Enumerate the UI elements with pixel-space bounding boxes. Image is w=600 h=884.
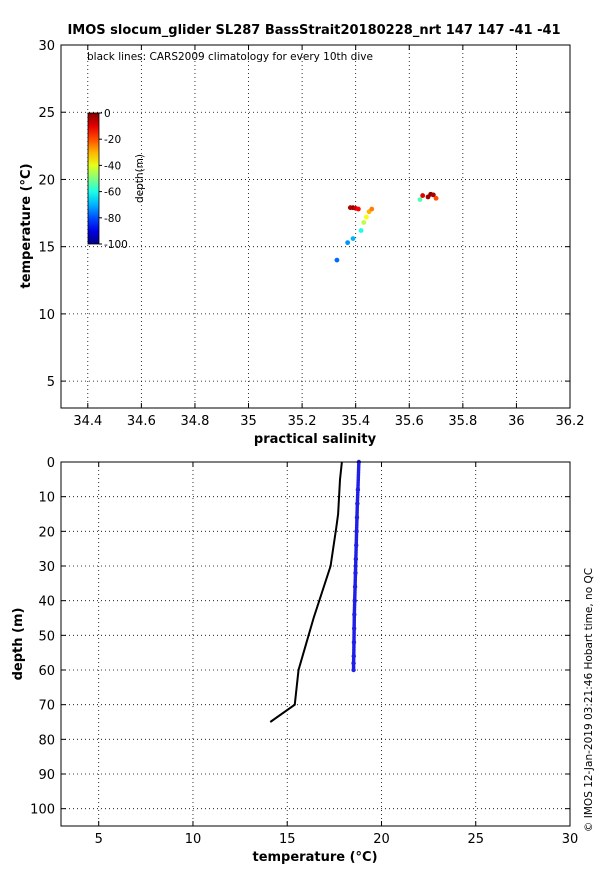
profile-y-tick-label: 90 xyxy=(38,768,55,783)
profile-point xyxy=(351,640,357,645)
ts-point xyxy=(420,193,426,198)
ts-x-tick-label: 36 xyxy=(508,414,525,429)
profile-y-tick-label: 60 xyxy=(38,664,55,679)
colorbar-gradient xyxy=(87,112,100,245)
ts-annotation: black lines: CARS2009 climatology for ev… xyxy=(87,51,373,63)
profile-point xyxy=(355,501,360,506)
profile-x-axis-label: temperature (°C) xyxy=(252,850,377,865)
ts-point xyxy=(369,206,375,212)
ts-point xyxy=(358,228,364,233)
climatology-line xyxy=(269,461,343,723)
profile-point xyxy=(355,487,361,492)
colorbar-tick-label: 0 xyxy=(104,108,111,120)
profile-x-tick-label: 15 xyxy=(279,832,296,847)
colorbar-tick-label: -80 xyxy=(104,213,121,225)
colorbar-label: depth(m) xyxy=(134,154,146,203)
ts-x-axis-label: practical salinity xyxy=(254,432,377,447)
profile-ticks: 5 10 15 20 25 30 0 10 20 30 40 50 60 70 80 90 100 xyxy=(30,456,578,847)
ts-point xyxy=(430,192,436,198)
profile-point xyxy=(351,660,356,666)
ts-scatter-points xyxy=(334,191,439,263)
glider-profile-trace xyxy=(351,460,361,672)
profile-y-tick-label: 0 xyxy=(47,456,55,471)
profile-point xyxy=(351,653,356,659)
ts-point xyxy=(361,220,367,225)
ts-point xyxy=(433,195,439,201)
profile-x-tick-label: 10 xyxy=(185,832,202,847)
ts-y-tick-label: 5 xyxy=(47,375,55,390)
ts-y-tick-label: 15 xyxy=(38,241,55,256)
ts-x-tick-label: 34.6 xyxy=(127,414,156,429)
depth-colorbar: 0 -20 -40 -60 -80 -100 depth(m) xyxy=(87,108,146,251)
ts-point xyxy=(350,236,356,242)
profile-point xyxy=(352,612,357,617)
colorbar-tick-label: -100 xyxy=(104,239,128,251)
ts-point xyxy=(364,214,369,220)
ts-point xyxy=(334,257,340,263)
profile-point xyxy=(353,556,359,562)
profile-point xyxy=(351,667,356,673)
ts-y-tick-label: 25 xyxy=(38,106,55,121)
profile-y-tick-label: 50 xyxy=(38,629,55,644)
profile-point xyxy=(354,515,360,520)
profile-point xyxy=(351,626,357,631)
profile-y-tick-label: 80 xyxy=(38,733,55,748)
ts-point xyxy=(355,206,361,212)
ts-x-tick-label: 34.8 xyxy=(180,414,209,429)
profile-point xyxy=(354,543,359,548)
ts-plot-area xyxy=(61,45,570,408)
profile-plot-area xyxy=(61,462,570,826)
profile-x-tick-label: 25 xyxy=(467,832,484,847)
profile-x-tick-label: 20 xyxy=(373,832,390,847)
profile-y-tick-label: 10 xyxy=(38,491,55,506)
ts-x-tick-label: 35.8 xyxy=(448,414,477,429)
chart-title: IMOS slocum_glider SL287 BassStrait20180… xyxy=(67,23,560,38)
profile-y-tick-label: 70 xyxy=(38,699,55,714)
profile-axes-frame xyxy=(60,461,571,827)
ts-y-axis-label: temperature (°C) xyxy=(19,163,34,288)
ts-x-tick-label: 34.4 xyxy=(73,414,102,429)
ts-y-tick-label: 30 xyxy=(38,39,55,54)
ts-y-tick-label: 20 xyxy=(38,173,55,188)
profile-series xyxy=(269,459,362,723)
profile-y-tick-label: 20 xyxy=(38,525,55,540)
ts-x-tick-label: 35 xyxy=(240,414,257,429)
profile-point xyxy=(352,584,358,589)
ts-point xyxy=(345,240,351,246)
profile-y-tick-label: 30 xyxy=(38,560,55,575)
profile-point xyxy=(352,598,357,603)
profile-x-tick-label: 30 xyxy=(562,832,579,847)
colorbar-tick-label: -40 xyxy=(104,160,121,172)
profile-x-tick-label: 5 xyxy=(95,832,103,847)
colorbar-tick-label: -20 xyxy=(104,134,121,146)
profile-point xyxy=(354,529,359,534)
ts-x-tick-label: 36.2 xyxy=(556,414,585,429)
profile-y-tick-label: 100 xyxy=(30,803,55,818)
ts-y-tick-label: 10 xyxy=(38,308,55,323)
ts-x-tick-label: 35.6 xyxy=(395,414,424,429)
profile-y-axis-label: depth (m) xyxy=(11,608,26,681)
profile-point xyxy=(353,570,358,576)
profile-y-tick-label: 40 xyxy=(38,595,55,610)
ts-ticks: 34.4 34.6 34.8 35 35.2 35.4 35.6 35.8 36 36.2 5 10 1… xyxy=(38,39,584,429)
side-credit-text: © IMOS 12-Jan-2019 03:21:46 Hobart time,… xyxy=(583,568,595,832)
ts-axes-frame xyxy=(60,44,571,409)
colorbar-tick-label: -60 xyxy=(104,187,121,199)
ts-x-tick-label: 35.4 xyxy=(341,414,370,429)
ts-x-tick-label: 35.2 xyxy=(288,414,317,429)
ts-point xyxy=(417,197,423,203)
